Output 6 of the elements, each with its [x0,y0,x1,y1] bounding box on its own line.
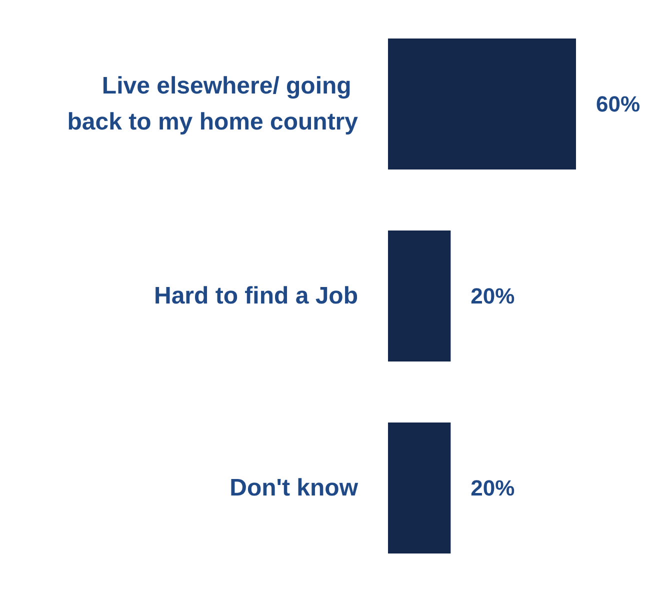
y-tick-label: Don't know [230,474,358,502]
data-label: 20% [470,284,515,308]
data-label: 60% [596,92,640,116]
y-tick-label: Live elsewhere/ going back to my home country [67,72,359,136]
data-label: 20% [470,476,515,500]
y-tick-label: Hard to find a Job [154,282,358,310]
